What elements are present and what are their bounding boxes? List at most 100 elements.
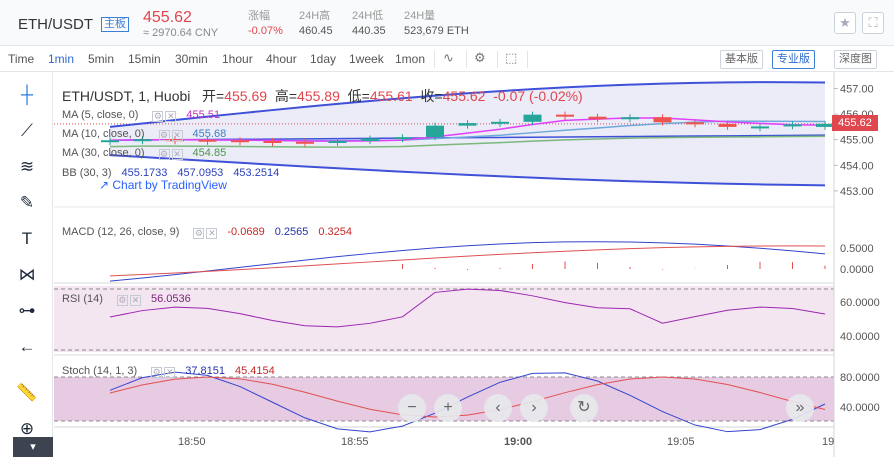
mode-depth-button[interactable]: 深度图 (834, 50, 877, 69)
mode-pro-button[interactable]: 专业版 (772, 50, 815, 69)
bb-upper-line (109, 81, 826, 128)
candle-body (686, 122, 704, 125)
symbol-title: ETH/USDT, 1, Huobi (62, 88, 191, 104)
screenshot-icon[interactable]: ⬚ (505, 50, 518, 65)
interval-time[interactable]: Time (8, 52, 35, 66)
pattern-icon[interactable]: ⋈ (18, 265, 36, 284)
stoch-d-line (109, 376, 826, 418)
close-icon[interactable]: ✕ (164, 367, 176, 378)
settings-icon[interactable]: ⚙ (474, 50, 486, 65)
interval-15min[interactable]: 15min (128, 52, 161, 66)
low-value: 455.61 (369, 88, 413, 104)
gear-icon[interactable]: ⚙ (151, 367, 163, 378)
fullscreen-icon[interactable]: ⛶ (862, 12, 884, 34)
tradingview-watermark[interactable]: ↗ Chart by TradingView (99, 178, 227, 192)
bb-lower-line (109, 154, 826, 187)
scroll-left-button[interactable]: ‹ (484, 394, 512, 422)
candle-body (556, 114, 574, 117)
ma5-line (109, 117, 826, 143)
time-axis-label: 19 (822, 436, 834, 448)
rsi-axis-label: 40.0000 (840, 331, 880, 343)
toolbar-divider (497, 51, 498, 68)
jump-to-latest-button[interactable]: » (786, 394, 814, 422)
ruler-icon[interactable]: 📏 (16, 383, 38, 402)
trendline-icon[interactable]: ⟋ (21, 121, 33, 140)
star-icon[interactable]: ★ (834, 12, 856, 34)
rsi-line (109, 288, 826, 328)
rsi-axis-label: 60.0000 (840, 297, 880, 309)
close-icon[interactable]: ✕ (206, 228, 218, 239)
candle-body (718, 123, 737, 127)
candle-body (101, 140, 119, 143)
interval-4hour[interactable]: 4hour (266, 52, 297, 66)
toolbar-divider (434, 51, 435, 68)
price-axis-label: 453.00 (840, 186, 874, 198)
interval-1week[interactable]: 1week (349, 52, 384, 66)
bb-legend[interactable]: BB (30, 3) 455.1733 457.0953 453.2514 (62, 167, 280, 179)
ma5-legend[interactable]: MA (5, close, 0) ⚙ ✕ 455.51 (62, 109, 221, 122)
brush-icon[interactable]: ✎ (19, 193, 35, 212)
macd-signal-line (109, 245, 826, 277)
macd-legend[interactable]: MACD (12, 26, close, 9) ⚙ ✕ -0.0689 0.2565 0.… (62, 226, 352, 239)
stat-24h-high: 24H高 460.45 (299, 10, 333, 37)
close-icon[interactable]: ✕ (171, 130, 183, 141)
time-axis-label: 18:50 (178, 436, 206, 448)
candle-body (263, 141, 282, 143)
ma30-legend[interactable]: MA (30, close, 0) ⚙ ✕ 454.85 (62, 147, 227, 160)
interval-30min[interactable]: 30min (175, 52, 208, 66)
candle-body (296, 141, 314, 144)
zoom-out-button[interactable]: − (398, 394, 426, 422)
collapse-chevron-icon[interactable]: ▾ (13, 437, 53, 457)
zoom-in-icon[interactable]: ⊕ (19, 419, 35, 438)
interval-1hour[interactable]: 1hour (222, 52, 253, 66)
crosshair-icon[interactable]: ┼ (20, 85, 34, 104)
stoch-legend[interactable]: Stoch (14, 1, 3) ⚙ ✕ 37.8151 45.4154 (62, 365, 275, 378)
rsi-legend[interactable]: RSI (14) ⚙ ✕ 56.0536 (62, 293, 191, 306)
last-price-tag: 455.62 (832, 115, 878, 131)
scroll-right-button[interactable]: › (520, 394, 548, 422)
gear-icon[interactable]: ⚙ (158, 130, 170, 141)
ma10-legend[interactable]: MA (10, close, 0) ⚙ ✕ 455.68 (62, 128, 227, 141)
stoch-axis-label: 40.0000 (840, 402, 880, 414)
interval-1day[interactable]: 1day (310, 52, 337, 66)
candle-body (198, 139, 217, 142)
gear-icon[interactable]: ⚙ (152, 111, 164, 122)
time-axis-label: 18:55 (341, 436, 369, 448)
fib-icon[interactable]: ≋ (19, 157, 35, 176)
back-arrow-icon[interactable]: ← (18, 337, 36, 356)
candle-body (491, 121, 509, 124)
time-axis-label: 19:00 (504, 436, 532, 448)
last-price: 455.62 (143, 9, 192, 26)
interval-1mon[interactable]: 1mon (395, 52, 426, 66)
gear-icon[interactable]: ⚙ (116, 295, 128, 306)
toolbar-divider (466, 51, 467, 68)
candle-body (816, 123, 834, 127)
close-icon[interactable]: ✕ (165, 111, 177, 122)
pair-name: ETH/USDT (18, 16, 93, 33)
price-axis-label: 457.00 (840, 84, 874, 96)
measure-icon[interactable]: ⊶ (18, 301, 36, 320)
price-axis-label: 455.00 (840, 135, 874, 147)
zoom-in-button[interactable]: + (434, 394, 462, 422)
ma30-line (109, 135, 826, 148)
close-icon[interactable]: ✕ (171, 149, 183, 160)
interval-toolbar: Time 1min 5min 15min 30min 1hour 4hour 1… (0, 47, 894, 72)
interval-5min[interactable]: 5min (88, 52, 115, 66)
chart-area[interactable]: 457.00456.00455.00454.00453.000.50000.00… (54, 72, 894, 457)
candle-body (328, 141, 347, 143)
gear-icon[interactable]: ⚙ (193, 228, 205, 239)
close-icon[interactable]: ✕ (129, 295, 141, 306)
candle-body (588, 116, 607, 120)
stat-change: 涨幅 -0.07% (248, 10, 283, 37)
gear-icon[interactable]: ⚙ (158, 149, 170, 160)
time-axis-label: 19:05 (667, 436, 695, 448)
candle-body (361, 138, 379, 141)
mode-basic-button[interactable]: 基本版 (720, 50, 763, 69)
indicators-icon[interactable]: ∿ (443, 50, 454, 65)
interval-1min[interactable]: 1min (48, 52, 75, 66)
text-icon[interactable]: T (21, 229, 33, 248)
candle-body (426, 125, 444, 138)
candle-body (653, 117, 672, 123)
candle-body (231, 140, 249, 143)
reset-chart-button[interactable]: ↻ (570, 394, 598, 422)
